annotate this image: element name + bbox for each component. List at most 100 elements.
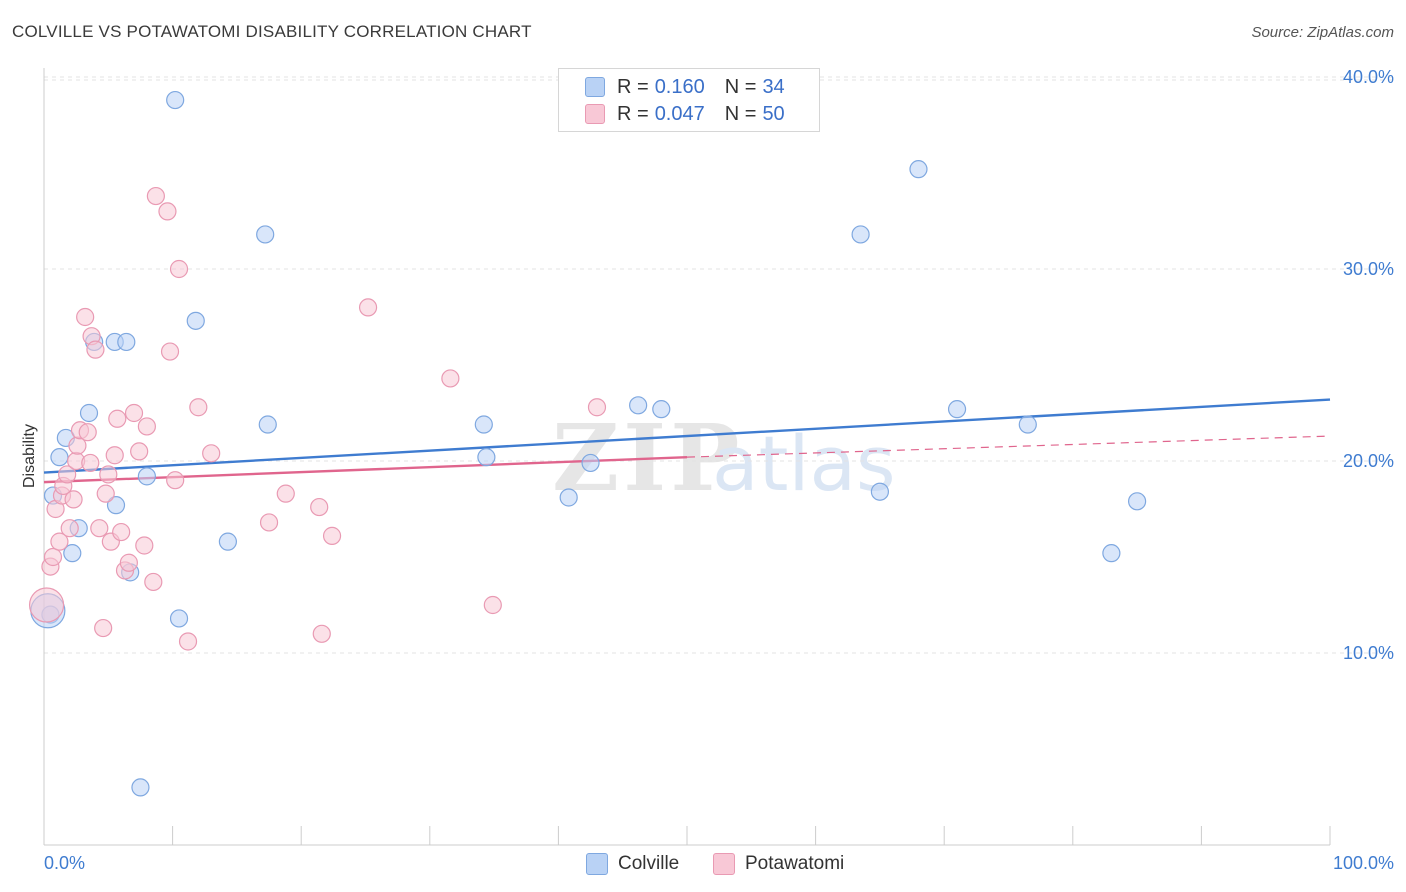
- data-point-colville: [186, 311, 205, 330]
- data-point-potawatomi: [158, 202, 177, 221]
- data-point-potawatomi: [166, 471, 185, 490]
- data-point-potawatomi: [119, 553, 138, 572]
- data-point-colville: [79, 403, 99, 423]
- data-point-potawatomi: [60, 519, 79, 538]
- legend-row-potawatomi: R = 0.047 N = 50: [585, 101, 785, 127]
- y-axis-label: Disability: [21, 424, 38, 488]
- bottom-legend-swatch-potawatomi: [713, 853, 735, 875]
- data-point-potawatomi: [312, 624, 331, 643]
- data-point-colville: [1102, 544, 1121, 563]
- data-point-colville: [474, 415, 493, 434]
- watermark: ZIP atlas: [552, 404, 896, 512]
- data-point-potawatomi: [276, 484, 295, 503]
- data-point-colville: [851, 225, 870, 244]
- legend-r-label: R =: [617, 75, 649, 98]
- data-point-colville: [117, 332, 136, 352]
- data-points: [28, 90, 1147, 797]
- data-point-potawatomi: [160, 342, 180, 361]
- legend-swatch-colville: [585, 77, 605, 97]
- data-point-colville: [947, 400, 967, 419]
- data-point-colville: [1127, 492, 1147, 511]
- data-point-potawatomi: [94, 618, 113, 638]
- bottom-legend-label-potawatomi: Potawatomi: [745, 853, 845, 874]
- data-point-potawatomi: [483, 595, 502, 615]
- data-point-colville: [50, 448, 69, 467]
- legend-row-colville: R = 0.160 N = 34: [585, 74, 785, 100]
- y-tick-label: 20.0%: [1343, 451, 1394, 471]
- legend-n-value: 34: [762, 75, 785, 98]
- data-point-potawatomi: [259, 513, 279, 532]
- data-point-potawatomi: [169, 259, 189, 279]
- trend-line-colville: [43, 398, 1331, 474]
- data-point-potawatomi: [81, 453, 100, 473]
- legend-n-label: N =: [724, 102, 757, 125]
- data-point-potawatomi: [189, 398, 208, 417]
- x-tick-label-max: 100.0%: [1333, 853, 1394, 873]
- data-point-colville: [131, 778, 150, 797]
- stats-legend: R = 0.160 N = 34 R = 0.047 N = 50: [558, 68, 820, 132]
- y-tick-label: 10.0%: [1343, 643, 1394, 663]
- data-point-colville: [1018, 415, 1037, 434]
- data-point-potawatomi: [90, 519, 109, 538]
- data-point-potawatomi: [178, 632, 198, 651]
- bottom-legend-potawatomi: Potawatomi: [713, 851, 844, 877]
- x-ticks: [43, 826, 1331, 845]
- legend-n-value: 50: [762, 102, 785, 125]
- data-point-colville: [106, 496, 126, 515]
- data-point-potawatomi: [310, 497, 329, 517]
- data-point-potawatomi: [144, 572, 163, 592]
- data-point-colville: [629, 396, 648, 415]
- data-point-potawatomi: [43, 547, 63, 567]
- legend-r-value: 0.047: [654, 102, 705, 125]
- data-point-potawatomi: [64, 490, 83, 509]
- data-point-colville: [652, 400, 671, 419]
- legend-r-value: 0.160: [654, 75, 705, 98]
- legend-n-label: N =: [724, 75, 757, 98]
- data-point-colville: [870, 482, 890, 501]
- trend-line-extension-potawatomi: [686, 435, 1331, 458]
- x-tick-label-min: 0.0%: [44, 853, 85, 873]
- data-point-colville: [166, 90, 185, 110]
- data-point-potawatomi: [99, 465, 118, 484]
- data-point-potawatomi: [202, 444, 221, 463]
- chart-title: COLVILLE VS POTAWATOMI DISABILITY CORREL…: [12, 22, 532, 41]
- data-point-colville: [169, 609, 189, 628]
- data-point-colville: [581, 453, 600, 473]
- data-point-potawatomi: [58, 465, 77, 484]
- data-point-colville: [137, 467, 156, 486]
- legend-r-label: R =: [617, 102, 649, 125]
- y-tick-label: 30.0%: [1343, 259, 1394, 279]
- data-point-potawatomi: [441, 369, 460, 388]
- data-point-potawatomi: [130, 442, 149, 461]
- data-point-potawatomi: [50, 532, 69, 551]
- data-point-potawatomi: [96, 484, 115, 503]
- gridlines: [44, 76, 1394, 654]
- y-tick-label: 40.0%: [1343, 67, 1394, 87]
- legend-swatch-potawatomi: [585, 104, 605, 124]
- data-point-potawatomi: [28, 587, 65, 623]
- data-point-potawatomi: [322, 526, 342, 545]
- data-point-potawatomi: [135, 536, 154, 555]
- y-tick-labels: 10.0% 20.0% 30.0% 40.0%: [1343, 67, 1394, 663]
- source-label: Source: ZipAtlas.com: [1251, 24, 1394, 41]
- data-point-potawatomi: [137, 417, 156, 436]
- data-point-potawatomi: [78, 423, 97, 442]
- data-point-potawatomi: [146, 186, 165, 206]
- data-point-colville: [218, 532, 237, 551]
- data-point-colville: [63, 544, 82, 563]
- data-point-potawatomi: [112, 522, 131, 542]
- data-point-potawatomi: [108, 409, 127, 428]
- data-point-colville: [909, 160, 928, 179]
- data-point-potawatomi: [86, 340, 105, 359]
- data-point-potawatomi: [105, 446, 124, 465]
- data-point-potawatomi: [358, 298, 378, 317]
- data-point-colville: [258, 415, 277, 434]
- data-point-potawatomi: [124, 403, 144, 423]
- data-point-potawatomi: [587, 398, 607, 417]
- data-point-colville: [559, 488, 578, 507]
- bottom-legend-colville: Colville: [586, 851, 679, 877]
- data-point-potawatomi: [76, 307, 95, 327]
- data-point-colville: [477, 448, 496, 467]
- bottom-legend-swatch-colville: [586, 853, 608, 875]
